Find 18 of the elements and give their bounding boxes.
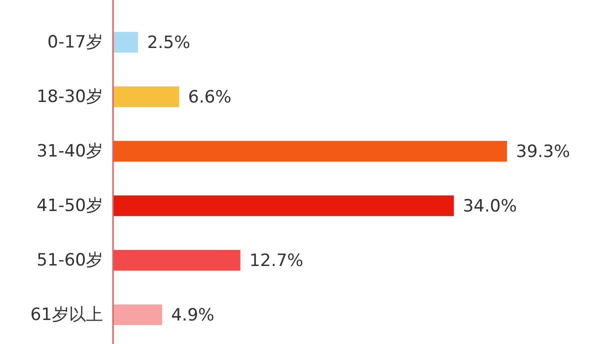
data-label: 34.0%	[462, 196, 517, 217]
y-tick-label: 18-30岁	[36, 87, 103, 108]
y-tick-label: 41-50岁	[36, 196, 103, 216]
y-tick-label: 0-17岁	[47, 32, 103, 53]
data-label: 39.3%	[516, 142, 570, 162]
bar	[113, 195, 454, 216]
data-label: 6.6%	[188, 88, 232, 108]
bar	[113, 140, 507, 162]
data-label: 12.7%	[249, 251, 304, 272]
bar	[113, 32, 138, 53]
bar	[113, 304, 162, 326]
bar	[113, 250, 240, 271]
y-tick-label: 61岁以上	[30, 305, 103, 326]
data-label: 2.5%	[147, 33, 190, 54]
y-tick-label: 51-60岁	[36, 250, 103, 271]
bar	[113, 86, 180, 108]
y-tick-label: 31-40岁	[36, 142, 103, 162]
data-label: 4.9%	[171, 306, 214, 326]
